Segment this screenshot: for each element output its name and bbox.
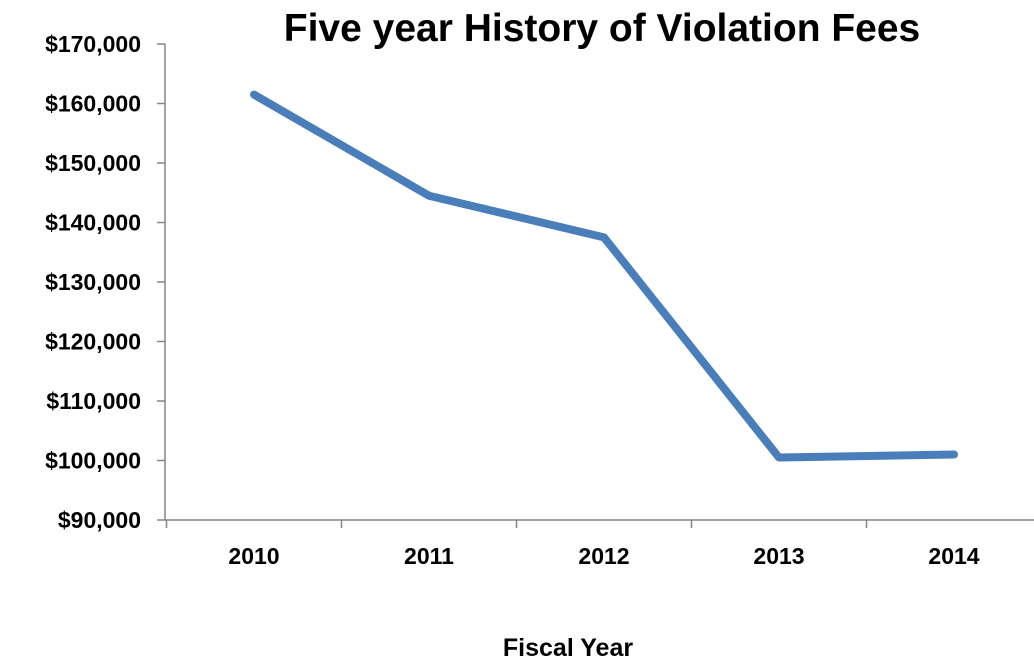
y-tick-label: $150,000 <box>45 150 141 176</box>
x-tick-label: 2013 <box>753 543 804 569</box>
series-group <box>250 90 958 462</box>
y-ticks: $90,000 $100,000 $110,000 $120,000 $130,000 $… <box>45 31 165 533</box>
y-tick-label: $140,000 <box>45 210 141 236</box>
data-point <box>250 91 258 99</box>
data-point <box>425 192 433 200</box>
x-tick-label: 2010 <box>228 543 279 569</box>
data-point <box>600 233 608 241</box>
x-tick-label: 2012 <box>578 543 629 569</box>
y-tick-label: $90,000 <box>58 507 141 533</box>
chart-title: Five year History of Violation Fees <box>284 7 921 50</box>
y-tick-label: $100,000 <box>45 448 141 474</box>
series-line <box>250 90 958 462</box>
y-tick-label: $120,000 <box>45 329 141 355</box>
x-ticks: 2010 2011 2012 2013 2014 <box>165 520 980 569</box>
y-tick-label: $160,000 <box>45 91 141 117</box>
data-point <box>950 451 958 459</box>
x-tick-label: 2014 <box>928 543 979 569</box>
y-tick-label: $170,000 <box>45 31 141 57</box>
y-tick-label: $130,000 <box>45 269 141 295</box>
x-axis-title: Fiscal Year <box>503 634 633 661</box>
x-tick-label: 2011 <box>404 543 454 569</box>
data-point <box>775 454 783 462</box>
y-tick-label: $110,000 <box>46 388 141 414</box>
